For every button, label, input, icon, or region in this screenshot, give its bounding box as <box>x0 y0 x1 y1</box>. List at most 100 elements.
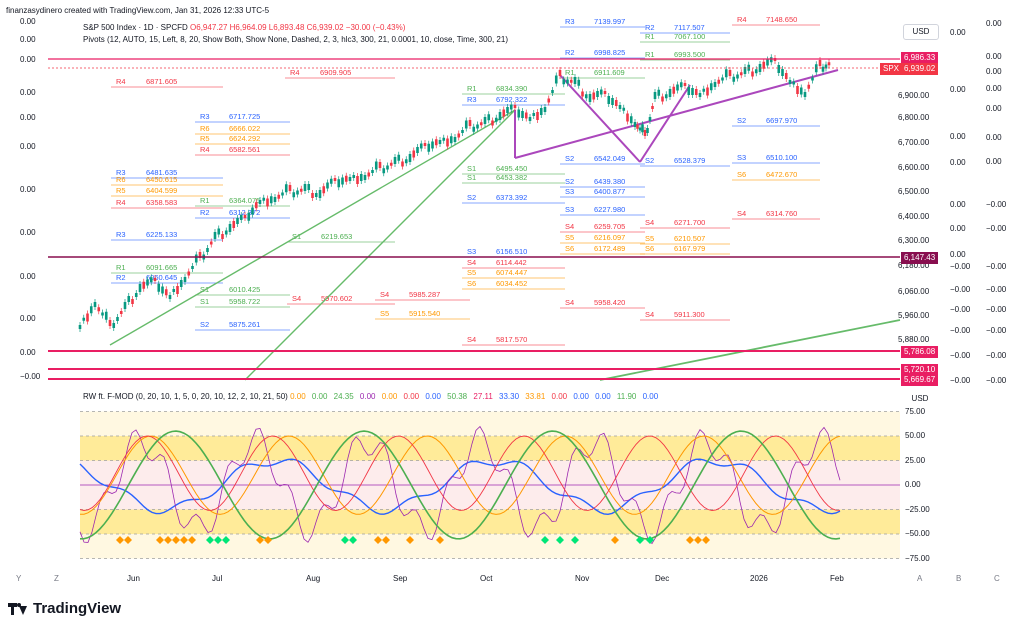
candle-body <box>236 218 239 224</box>
pivot-level-name: S5 <box>565 233 574 242</box>
candle-body <box>821 66 825 72</box>
ohlc-low: L6,893.48 <box>268 23 305 32</box>
pivots-indicator-legend[interactable]: Pivots (12, AUTO, 15, Left, 8, 20, Show … <box>83 35 508 44</box>
pivot-level-name: S1 <box>467 164 476 173</box>
candle-body <box>341 177 344 185</box>
pivot-level-value: 6216.097 <box>594 233 625 242</box>
candle-body <box>303 184 307 191</box>
pivot-level-value: 6542.049 <box>594 154 625 163</box>
candle-body <box>781 69 784 76</box>
osc-signal-diamond <box>611 536 619 544</box>
osc-signal-diamond <box>556 536 564 544</box>
candle-body <box>292 192 296 198</box>
candle-body <box>521 111 524 118</box>
pivot-level-name: S4 <box>380 290 389 299</box>
pivot-level-name: S4 <box>565 298 574 307</box>
candle-body <box>577 79 581 86</box>
osc-signal-diamond <box>124 536 132 544</box>
left-value-label: 0.00 <box>20 17 36 26</box>
candle-body <box>633 122 637 127</box>
osc-value: 0.00 <box>640 392 659 401</box>
price-tag: SPX <box>880 63 903 75</box>
right-value-label: 0.00 <box>986 67 1002 76</box>
left-value-label: 0.00 <box>20 113 36 122</box>
currency-button[interactable]: USD <box>903 24 939 40</box>
pivot-level-value: 6400.877 <box>594 187 625 196</box>
osc-value: 0.00 <box>290 392 306 401</box>
osc-signal-diamond <box>206 536 214 544</box>
pivot-level-value: 5958.420 <box>594 298 625 307</box>
osc-legend[interactable]: RW ft. F-MOD (0, 20, 10, 1, 5, 0, 20, 10… <box>83 392 662 401</box>
right-value-label: 0.00 <box>986 52 1002 61</box>
osc-values: 0.00 0.00 24.35 0.00 0.00 0.00 0.00 50.3… <box>290 392 662 401</box>
tradingview-logo-icon <box>8 602 28 615</box>
osc-signal-diamond <box>382 536 390 544</box>
trend-line[interactable] <box>514 69 839 159</box>
candle-body <box>393 157 397 164</box>
candle-body <box>607 96 611 104</box>
osc-signal-diamond <box>686 536 694 544</box>
candle-body <box>281 192 284 196</box>
candle-body <box>626 113 629 122</box>
candle-body <box>603 91 607 94</box>
symbol-name[interactable]: S&P 500 Index · 1D · SPCFD <box>83 23 188 32</box>
candle-body <box>86 313 89 322</box>
pivot-level-name: R2 <box>200 208 210 217</box>
candle-body <box>82 317 86 321</box>
left-value-label: −0.00 <box>20 372 41 381</box>
trend-line[interactable] <box>639 84 691 163</box>
candle-body <box>209 241 213 245</box>
trend-line[interactable] <box>559 74 641 163</box>
osc-zone <box>80 436 900 461</box>
osc-value: 50.38 <box>444 392 468 401</box>
candle-body <box>326 182 329 189</box>
right-value-label: −0.00 <box>950 376 971 385</box>
candle-body <box>408 154 412 162</box>
time-axis-tick: Z <box>54 574 59 583</box>
ohlc-high: H6,964.09 <box>229 23 267 32</box>
pivot-level-value: 6472.670 <box>766 170 797 179</box>
price-axis-tick: 6,300.00 <box>898 236 930 245</box>
candle-body <box>191 266 194 269</box>
osc-axis-tick: −25.00 <box>905 504 930 514</box>
candle-body <box>638 127 642 131</box>
candle-body <box>296 190 299 195</box>
pivot-level-value: 6312.372 <box>229 208 260 217</box>
right-value-label: −0.00 <box>986 262 1007 271</box>
trend-line[interactable] <box>244 109 516 381</box>
brand[interactable]: TradingView <box>8 600 121 617</box>
osc-signal-diamond <box>180 536 188 544</box>
osc-value: 0.00 <box>379 392 398 401</box>
time-axis-tick: Sep <box>393 574 408 583</box>
price-axis-tick: 6,180.00 <box>898 261 930 270</box>
osc-value: 0.00 <box>549 392 568 401</box>
candle-body <box>651 106 654 109</box>
pivot-level-name: R4 <box>116 198 126 207</box>
right-value-label: 0.00 <box>950 85 966 94</box>
candle-body <box>419 143 423 149</box>
pivot-level-value: 5985.287 <box>409 290 440 299</box>
osc-signal-diamond <box>256 536 264 544</box>
right-value-label: 0.00 <box>986 84 1002 93</box>
left-value-label: 0.00 <box>20 348 36 357</box>
pivot-level-value: 6259.705 <box>594 222 625 231</box>
trend-line[interactable] <box>109 109 516 346</box>
candle-body <box>807 84 811 89</box>
candle-body <box>179 280 183 287</box>
candle-body <box>333 178 337 181</box>
candle-body <box>288 185 292 191</box>
candle-body <box>494 117 498 122</box>
pivot-level-name: S2 <box>565 154 574 163</box>
pivot-level-name: S4 <box>467 258 476 267</box>
pivot-level-value: 6074.447 <box>496 268 527 277</box>
candle-body <box>599 89 603 95</box>
right-value-label: −0.00 <box>986 285 1007 294</box>
pivot-level-value: 6510.100 <box>766 153 797 162</box>
pivot-level-value: 6114.442 <box>496 258 527 267</box>
time-axis[interactable]: Y Z Jun Jul Aug Sep Oct Nov Dec 2026 Feb A B C <box>0 574 1024 586</box>
right-value-label: −0.00 <box>950 305 971 314</box>
pivot-level-name: S4 <box>737 209 746 218</box>
candle-body <box>401 161 404 167</box>
pivot-level-value: 6666.022 <box>229 124 260 133</box>
